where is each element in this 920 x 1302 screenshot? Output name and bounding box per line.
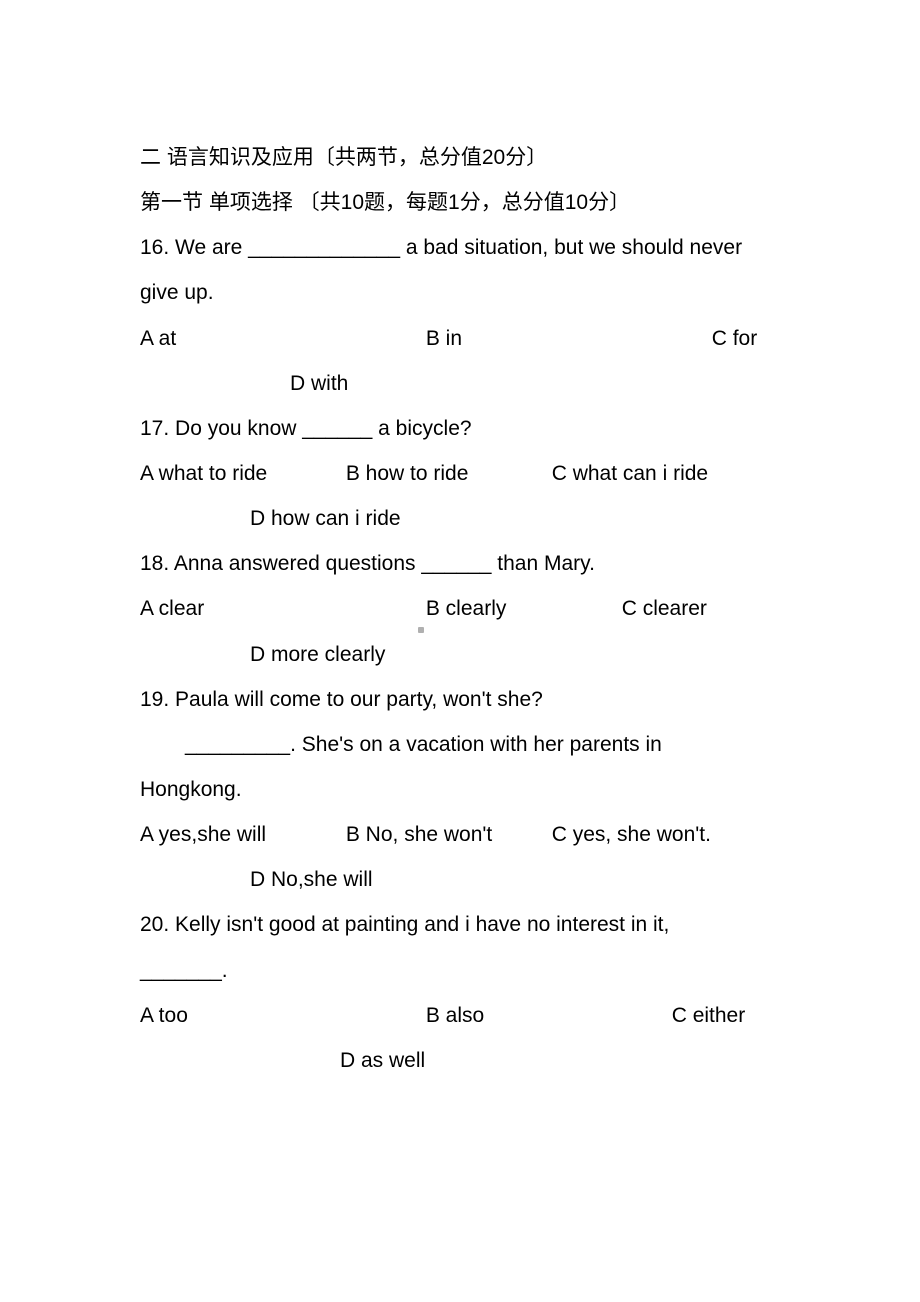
q20-stem-line1: 20. Kelly isn't good at painting and i h… xyxy=(140,902,790,947)
question-19: 19. Paula will come to our party, won't … xyxy=(140,677,790,903)
q20-options-row1: A too B also C either xyxy=(140,993,790,1038)
q16-options-row1: A at B in C for xyxy=(140,316,790,361)
question-16: 16. We are _____________ a bad situation… xyxy=(140,225,790,406)
section-subtitle: 第一节 单项选择 〔共10题，每题1分，总分值10分〕 xyxy=(140,180,790,225)
q16-stem-line2: give up. xyxy=(140,270,790,315)
q18-stem-line1: 18. Anna answered questions ______ than … xyxy=(140,541,790,586)
q18-option-c: C clearer xyxy=(622,586,707,631)
q18-options-row2: D more clearly xyxy=(140,632,790,677)
q16-stem-line1: 16. We are _____________ a bad situation… xyxy=(140,225,790,270)
q18-option-d: D more clearly xyxy=(250,632,385,677)
q19-option-c: C yes, she won't. xyxy=(552,812,711,857)
question-17: 17. Do you know ______ a bicycle? A what… xyxy=(140,406,790,541)
q16-option-b: B in xyxy=(426,316,706,361)
q16-option-a: A at xyxy=(140,316,420,361)
q20-option-a: A too xyxy=(140,993,420,1038)
q19-stem-line3: Hongkong. xyxy=(140,767,790,812)
q17-options-row2: D how can i ride xyxy=(140,496,790,541)
q16-option-d: D with xyxy=(290,361,348,406)
q18-options-row1: A clear B clearly C clearer xyxy=(140,586,790,631)
q19-options-row2: D No,she will xyxy=(140,857,790,902)
q20-option-b: B also xyxy=(426,993,666,1038)
q19-options-row1: A yes,she will B No, she won't C yes, sh… xyxy=(140,812,790,857)
q20-stem-line2: _______. xyxy=(140,948,790,993)
q19-option-a: A yes,she will xyxy=(140,812,340,857)
q16-options-row2: D with xyxy=(140,361,790,406)
q17-option-a: A what to ride xyxy=(140,451,340,496)
question-18: 18. Anna answered questions ______ than … xyxy=(140,541,790,676)
q16-option-c: C for xyxy=(712,316,758,361)
section-title: 二 语言知识及应用〔共两节，总分值20分〕 xyxy=(140,135,790,180)
q19-option-b: B No, she won't xyxy=(346,812,546,857)
q19-stem-line2: _________. She's on a vacation with her … xyxy=(140,722,790,767)
q17-stem-line1: 17. Do you know ______ a bicycle? xyxy=(140,406,790,451)
q19-stem-line1: 19. Paula will come to our party, won't … xyxy=(140,677,790,722)
q17-option-c: C what can i ride xyxy=(552,451,708,496)
q18-option-b: B clearly xyxy=(426,586,616,631)
center-dot-icon xyxy=(418,627,424,633)
q20-option-d: D as well xyxy=(340,1038,425,1083)
q17-options-row1: A what to ride B how to ride C what can … xyxy=(140,451,790,496)
q19-option-d: D No,she will xyxy=(250,857,373,902)
q20-option-c: C either xyxy=(672,993,746,1038)
exam-page: 二 语言知识及应用〔共两节，总分值20分〕 第一节 单项选择 〔共10题，每题1… xyxy=(0,0,920,1193)
q20-options-row2: D as well xyxy=(140,1038,790,1083)
q17-option-b: B how to ride xyxy=(346,451,546,496)
q18-option-a: A clear xyxy=(140,586,420,631)
question-20: 20. Kelly isn't good at painting and i h… xyxy=(140,902,790,1083)
q17-option-d: D how can i ride xyxy=(250,496,401,541)
